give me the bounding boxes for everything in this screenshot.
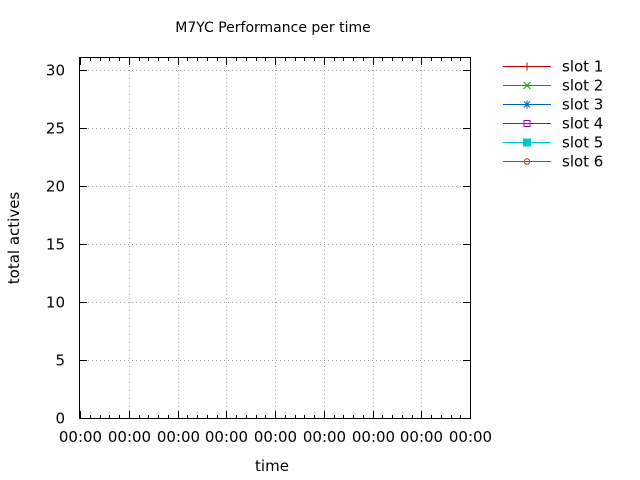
- legend-label: slot 5: [562, 134, 603, 152]
- legend-label: slot 4: [562, 115, 603, 133]
- x-tick-label: 00:00: [157, 428, 200, 446]
- chart-title: M7YC Performance per time: [175, 20, 371, 36]
- open-square-marker-icon: [523, 120, 531, 127]
- filled-square-marker-icon: [523, 138, 531, 147]
- axis-ticks: [80, 58, 471, 419]
- legend-item-slot-1: slot 1: [503, 58, 603, 76]
- x-tick-label: 00:00: [352, 428, 395, 446]
- x-tick-label: 00:00: [254, 428, 297, 446]
- y-tick-label: 30: [46, 62, 65, 80]
- legend-label: slot 1: [562, 58, 603, 76]
- cross-marker-icon: [523, 81, 531, 90]
- x-tick-label: 00:00: [400, 428, 443, 446]
- legend-label: slot 2: [562, 77, 603, 95]
- y-tick-label: 0: [55, 410, 65, 428]
- x-axis-label: time: [255, 457, 289, 475]
- legend-item-slot-4: slot 4: [503, 115, 603, 133]
- y-tick-label: 25: [46, 120, 65, 138]
- grid: [80, 58, 470, 418]
- legend-label: slot 6: [562, 153, 603, 171]
- y-tick-label: 20: [46, 178, 65, 196]
- plot-frame: [79, 57, 471, 419]
- y-tick-label: 10: [46, 294, 65, 312]
- legend-item-slot-5: slot 5: [503, 134, 603, 152]
- y-tick-label: 15: [46, 236, 65, 254]
- y-tick-label: 5: [55, 352, 65, 370]
- x-tick-label: 00:00: [303, 428, 346, 446]
- x-tick-label: 00:00: [59, 428, 102, 446]
- x-tick-labels: 00:00 00:00 00:00 00:00 00:00 00:00 00:00 00:00…: [59, 428, 492, 446]
- legend-item-slot-6: slot 6: [503, 153, 603, 171]
- plus-marker-icon: [523, 62, 531, 71]
- legend-item-slot-3: slot 3: [503, 96, 603, 114]
- open-circle-marker-icon: [523, 158, 531, 165]
- star-marker-icon: [523, 100, 531, 109]
- x-tick-label: 00:00: [108, 428, 151, 446]
- legend-label: slot 3: [562, 96, 603, 114]
- legend-item-slot-2: slot 2: [503, 77, 603, 95]
- x-tick-label: 00:00: [205, 428, 248, 446]
- y-tick-labels: 0 5 10 15 20 25 30: [46, 62, 65, 428]
- x-tick-label: 00:00: [449, 428, 492, 446]
- y-axis-label: total actives: [5, 192, 23, 285]
